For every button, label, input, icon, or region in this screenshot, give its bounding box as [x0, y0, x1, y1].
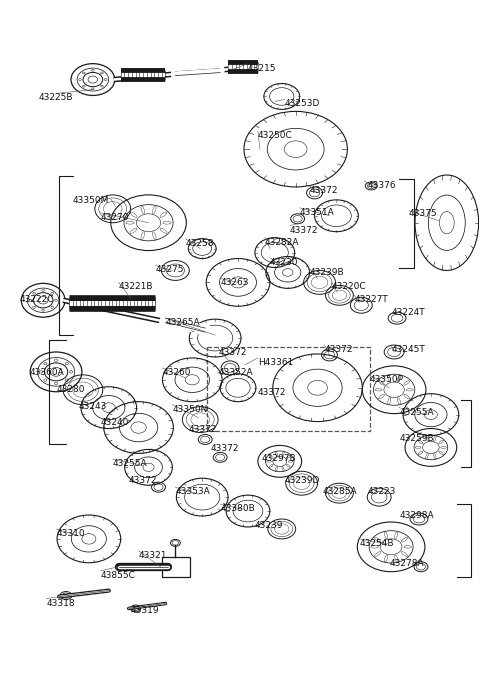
- Text: 43239B: 43239B: [310, 268, 344, 277]
- Text: 43380B: 43380B: [220, 504, 255, 513]
- Text: 43855C: 43855C: [101, 571, 136, 580]
- Text: 43375: 43375: [409, 208, 438, 218]
- Text: 43275: 43275: [156, 265, 184, 275]
- Text: 43265A: 43265A: [166, 318, 200, 327]
- Text: 43351A: 43351A: [300, 208, 335, 217]
- Text: 43310: 43310: [56, 529, 84, 538]
- Text: 43255A: 43255A: [113, 459, 147, 468]
- Text: 43350M: 43350M: [73, 196, 109, 205]
- Text: 43280: 43280: [56, 385, 84, 394]
- Text: 43352A: 43352A: [218, 368, 253, 377]
- Text: 43255A: 43255A: [399, 408, 434, 416]
- Text: 43372: 43372: [310, 186, 338, 195]
- Text: 43318: 43318: [46, 598, 75, 607]
- Text: 43282A: 43282A: [265, 238, 300, 247]
- Text: 43230: 43230: [270, 258, 299, 266]
- Text: 43224T: 43224T: [391, 308, 425, 317]
- Text: 43243: 43243: [79, 402, 108, 411]
- Text: 43260: 43260: [162, 368, 191, 377]
- Text: 43223: 43223: [367, 487, 396, 496]
- Text: 43360A: 43360A: [29, 368, 64, 377]
- Text: 43372: 43372: [290, 226, 318, 235]
- Text: 43220C: 43220C: [332, 282, 366, 291]
- Text: 43259B: 43259B: [399, 434, 434, 443]
- Text: 43285A: 43285A: [323, 487, 357, 496]
- Text: 43321: 43321: [139, 551, 167, 559]
- Text: 43222C: 43222C: [19, 295, 54, 304]
- Bar: [162, 557, 190, 577]
- Text: 43258: 43258: [185, 238, 214, 247]
- Text: 43278A: 43278A: [389, 559, 424, 568]
- Text: 43239D: 43239D: [285, 476, 320, 485]
- Text: 43240: 43240: [101, 418, 129, 427]
- Text: 43372: 43372: [210, 444, 239, 453]
- Text: 43270: 43270: [101, 213, 129, 222]
- Text: 43350P: 43350P: [369, 375, 403, 384]
- Text: 43372: 43372: [324, 345, 353, 354]
- Text: 43253D: 43253D: [285, 99, 320, 108]
- Text: 43227T: 43227T: [354, 295, 388, 304]
- Text: 43245T: 43245T: [391, 345, 425, 354]
- Text: 43376: 43376: [367, 181, 396, 190]
- Text: 43250C: 43250C: [258, 131, 293, 140]
- Text: 43350N: 43350N: [172, 404, 208, 414]
- Text: 43297B: 43297B: [262, 455, 297, 464]
- Text: 43353A: 43353A: [175, 487, 210, 496]
- Text: 43372: 43372: [218, 348, 247, 357]
- Text: 43372: 43372: [188, 425, 217, 434]
- Text: 43298A: 43298A: [399, 511, 434, 520]
- Text: 43225B: 43225B: [39, 94, 73, 102]
- Text: 43215: 43215: [248, 64, 276, 73]
- Text: 43239: 43239: [255, 521, 283, 530]
- Text: 43372: 43372: [129, 476, 157, 485]
- Text: 43254B: 43254B: [360, 539, 394, 548]
- Text: 43263: 43263: [220, 279, 249, 288]
- Text: 43221B: 43221B: [119, 282, 153, 291]
- Text: 43319: 43319: [131, 607, 159, 616]
- Text: 43372: 43372: [258, 388, 287, 397]
- Text: H43361: H43361: [258, 358, 293, 367]
